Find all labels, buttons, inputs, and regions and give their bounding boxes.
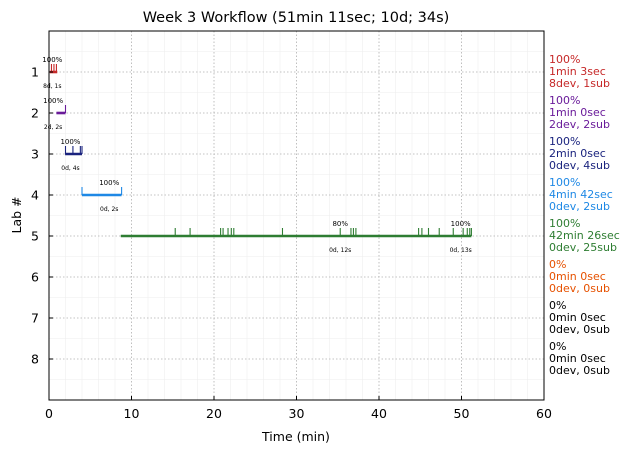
- lab-6-summary-line: 0dev, 0sub: [549, 282, 610, 295]
- y-axis-label: Lab #: [9, 196, 24, 233]
- lab-3-summary-line: 100%: [549, 135, 580, 148]
- x-tick-label: 30: [289, 406, 305, 421]
- lab-2-summary-line: 2dev, 2sub: [549, 118, 610, 131]
- axes: 0 10 20 30 40 50 60 1 2 3 4 5 6 7 8: [31, 65, 552, 422]
- lab-5-percent-label: 100%: [451, 220, 471, 228]
- lab-1-summary-line: 100%: [549, 53, 580, 66]
- x-axis-label: Time (min): [261, 429, 330, 444]
- lab-6-summary-line: 0%: [549, 258, 566, 271]
- x-tick-label: 20: [206, 406, 222, 421]
- x-tick-label: 50: [454, 406, 470, 421]
- lab-1-percent-label: 100%: [42, 56, 62, 64]
- lab-5-summary-line: 0dev, 25sub: [549, 241, 617, 254]
- lab-3-note-label: 0d, 4s: [61, 165, 79, 172]
- lab-7-summary-line: 0dev, 0sub: [549, 323, 610, 336]
- y-tick-label: 6: [31, 270, 39, 285]
- lab-4-summary-line: 0dev, 2sub: [549, 200, 610, 213]
- lab-2-summary-line: 100%: [549, 94, 580, 107]
- x-tick-label: 40: [371, 406, 387, 421]
- lab-3-summary-line: 0dev, 4sub: [549, 159, 610, 172]
- lab-8-summary-line: 0dev, 0sub: [549, 364, 610, 377]
- x-tick-label: 60: [536, 406, 552, 421]
- lab-6-summary-line: 0min 0sec: [549, 270, 606, 283]
- y-tick-label: 2: [31, 106, 39, 121]
- lab-5-summary-line: 100%: [549, 217, 580, 230]
- chart-title: Week 3 Workflow (51min 11sec; 10d; 34s): [143, 10, 450, 26]
- y-tick-label: 8: [31, 352, 39, 367]
- plot-area: 100% 8d, 1s 100% 2d, 2s 100% 0d, 4s 100% 0d, 2s…: [42, 56, 472, 254]
- lab-1-note-label: 8d, 1s: [43, 83, 61, 90]
- y-tick-label: 3: [31, 147, 39, 162]
- lab-5-note-label: 0d, 13s: [450, 247, 472, 254]
- lab-7-summary-line: 0%: [549, 299, 566, 312]
- lab-4-summary-line: 100%: [549, 176, 580, 189]
- x-tick-label: 10: [124, 406, 140, 421]
- lab-2-percent-label: 100%: [43, 97, 63, 105]
- lab-4-summary-line: 4min 42sec: [549, 188, 613, 201]
- lab-3-percent-label: 100%: [60, 138, 80, 146]
- y-tick-label: 4: [31, 188, 39, 203]
- y-tick-label: 7: [31, 311, 39, 326]
- lab-1-summary-line: 1min 3sec: [549, 65, 606, 78]
- y-tick-label: 5: [31, 229, 39, 244]
- lab-4-note-label: 0d, 2s: [100, 206, 118, 213]
- x-tick-label: 0: [45, 406, 53, 421]
- grid: [49, 31, 544, 400]
- y-tick-label: 1: [31, 65, 39, 80]
- lab-5-note-label: 0d, 12s: [329, 247, 351, 254]
- lab-8-summary-line: 0min 0sec: [549, 352, 606, 365]
- lab-4-percent-label: 100%: [99, 179, 119, 187]
- lab-7-summary-line: 0min 0sec: [549, 311, 606, 324]
- lab-1-summary-line: 8dev, 1sub: [549, 77, 610, 90]
- lab-5-summary-line: 42min 26sec: [549, 229, 620, 242]
- lab-3-summary-line: 2min 0sec: [549, 147, 606, 160]
- lab-5-percent-label: 80%: [332, 220, 348, 228]
- lab-2-summary-line: 1min 0sec: [549, 106, 606, 119]
- lab-2-note-label: 2d, 2s: [44, 124, 62, 131]
- lab-8-summary-line: 0%: [549, 340, 566, 353]
